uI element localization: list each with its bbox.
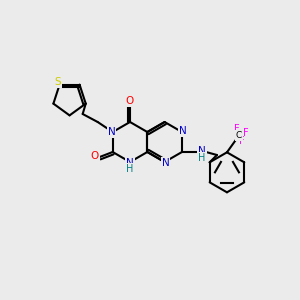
Text: N: N xyxy=(179,126,187,136)
Text: N: N xyxy=(198,146,206,156)
Text: F: F xyxy=(243,128,249,138)
Text: S: S xyxy=(55,77,61,87)
Text: N: N xyxy=(108,127,116,137)
Text: N: N xyxy=(126,158,134,168)
Text: F: F xyxy=(234,124,240,134)
Text: N: N xyxy=(162,158,170,168)
Text: C: C xyxy=(236,131,242,140)
Text: O: O xyxy=(91,151,99,161)
Text: F: F xyxy=(239,136,245,146)
Text: O: O xyxy=(126,96,134,106)
Text: H: H xyxy=(198,153,206,163)
Text: H: H xyxy=(126,164,134,174)
